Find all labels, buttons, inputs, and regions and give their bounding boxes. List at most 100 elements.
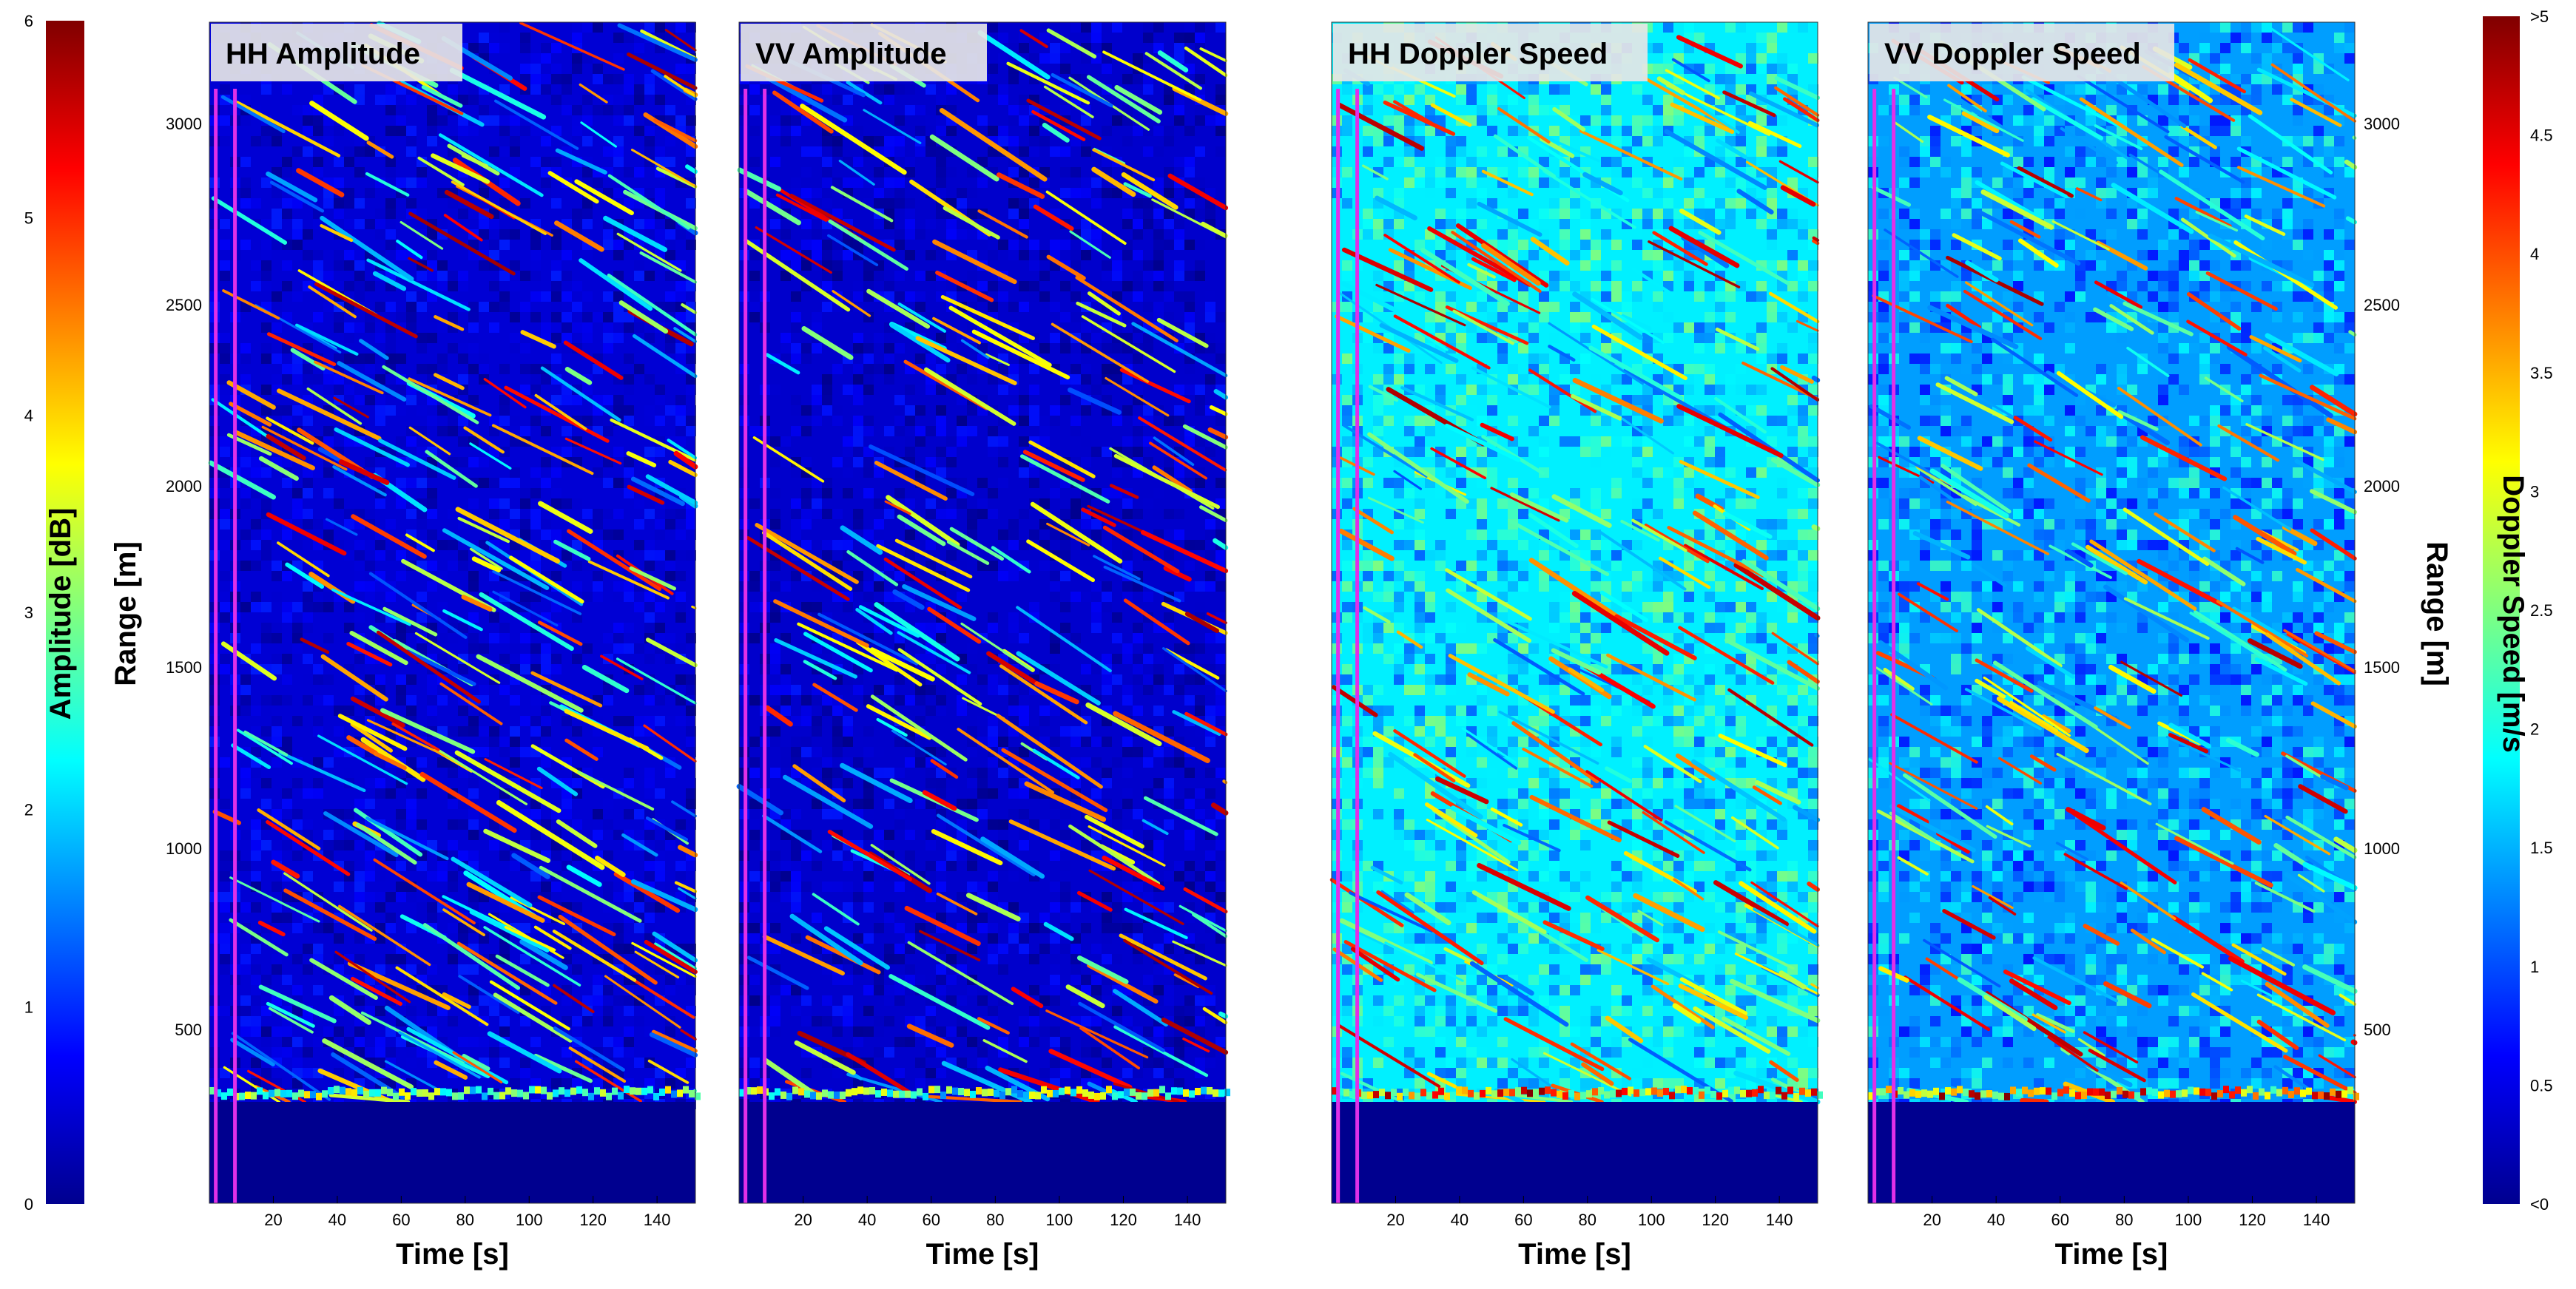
heatmap-cell <box>843 467 853 478</box>
heatmap-cell <box>240 1068 251 1078</box>
heatmap-cell <box>1205 447 1215 457</box>
heatmap-cell <box>1205 374 1215 385</box>
heatmap-cell <box>675 674 686 685</box>
heatmap-cell <box>530 84 541 95</box>
heatmap-cell <box>644 871 655 882</box>
heatmap-cell <box>603 146 613 157</box>
heatmap-cell <box>675 819 686 830</box>
heatmap-cell <box>334 933 344 944</box>
heatmap-cell <box>1019 944 1029 954</box>
heatmap-cell <box>780 581 791 592</box>
heatmap-cell <box>406 177 417 188</box>
heatmap-cell <box>644 602 655 612</box>
heatmap-cell <box>396 674 406 685</box>
near-range-band <box>612 1087 618 1095</box>
heatmap-cell <box>499 1016 510 1026</box>
heatmap-cell <box>1122 685 1133 695</box>
heatmap-cell <box>1164 1037 1174 1047</box>
heatmap-cell <box>551 882 562 892</box>
heatmap-cell <box>1102 343 1112 353</box>
heatmap-cell <box>686 146 696 157</box>
heatmap-cell <box>624 385 634 395</box>
heatmap-cell <box>770 157 780 167</box>
near-range-band <box>624 1086 630 1094</box>
heatmap-cell <box>344 198 354 209</box>
heatmap-cell <box>1184 995 1195 1006</box>
heatmap-cell <box>1133 353 1143 364</box>
near-range-band <box>316 1092 322 1100</box>
heatmap-cell <box>988 84 998 95</box>
heatmap-cell <box>874 333 884 343</box>
heatmap-cell <box>624 353 634 364</box>
heatmap-cell <box>1164 509 1174 519</box>
heatmap-cell <box>1008 633 1019 643</box>
heatmap-cell <box>385 84 396 95</box>
heatmap-cell <box>406 1058 417 1068</box>
heatmap-cell <box>272 291 282 302</box>
heatmap-cell <box>530 260 541 271</box>
near-range-band <box>689 1090 695 1098</box>
heatmap-cell <box>686 685 696 695</box>
heatmap-cell <box>499 488 510 498</box>
heatmap-cell <box>1112 115 1122 126</box>
heatmap-cell <box>832 840 843 850</box>
heatmap-cell <box>1153 302 1164 312</box>
heatmap-cell <box>551 43 562 53</box>
heatmap-cell <box>843 975 853 985</box>
heatmap-cell <box>634 84 644 95</box>
heatmap-cell <box>770 219 780 229</box>
heatmap-cell <box>853 892 863 902</box>
heatmap-cell <box>1102 933 1112 944</box>
heatmap-cell <box>884 871 894 882</box>
amplitude-colorbar-tick: 0 <box>24 1195 33 1214</box>
heatmap-cell <box>240 944 251 954</box>
heatmap-cell <box>375 302 385 312</box>
heatmap-cell <box>1039 706 1050 716</box>
heatmap-cell <box>1019 405 1029 416</box>
x-tick-label: 20 <box>264 1211 282 1229</box>
heatmap-cell <box>1133 229 1143 240</box>
heatmap-cell <box>675 426 686 436</box>
heatmap-cell <box>479 364 489 374</box>
heatmap-cell <box>624 1006 634 1016</box>
heatmap-cell <box>1205 737 1215 747</box>
heatmap-cell <box>220 902 230 913</box>
heatmap-cell <box>894 146 905 157</box>
heatmap-cell <box>572 985 582 995</box>
heatmap-cell <box>1112 809 1122 819</box>
heatmap-cell <box>344 385 354 395</box>
heatmap-cell <box>479 747 489 757</box>
heatmap-cell <box>853 933 863 944</box>
heatmap-cell <box>272 726 282 737</box>
heatmap-cell <box>791 985 801 995</box>
heatmap-cell <box>468 788 479 799</box>
heatmap-cell <box>479 581 489 592</box>
heatmap-cell <box>998 136 1008 146</box>
heatmap-cell <box>613 95 624 105</box>
heatmap-cell <box>863 882 874 892</box>
heatmap-cell <box>427 685 437 695</box>
near-range-band <box>570 1087 576 1095</box>
heatmap-cell <box>613 716 624 726</box>
heatmap-cell <box>843 312 853 322</box>
heatmap-cell <box>925 1047 936 1058</box>
heatmap-cell <box>894 291 905 302</box>
heatmap-cell <box>323 695 334 706</box>
heatmap-cell <box>427 902 437 913</box>
heatmap-cell <box>936 706 946 716</box>
heatmap-cell <box>874 498 884 509</box>
heatmap-cell <box>675 343 686 353</box>
heatmap-cell <box>936 964 946 975</box>
y-tick-label: 3000 <box>166 115 202 133</box>
heatmap-cell <box>1215 95 1226 105</box>
heatmap-cell <box>812 322 822 333</box>
y-tick-label: 500 <box>175 1021 202 1039</box>
heatmap-cell <box>977 509 988 519</box>
heatmap-cell <box>437 540 448 550</box>
heatmap-cell <box>843 716 853 726</box>
heatmap-cell <box>334 374 344 385</box>
heatmap-cell <box>1133 405 1143 416</box>
heatmap-cell <box>1091 198 1102 209</box>
y-axis-label: Range [m] <box>109 541 142 686</box>
heatmap-cell <box>644 695 655 706</box>
